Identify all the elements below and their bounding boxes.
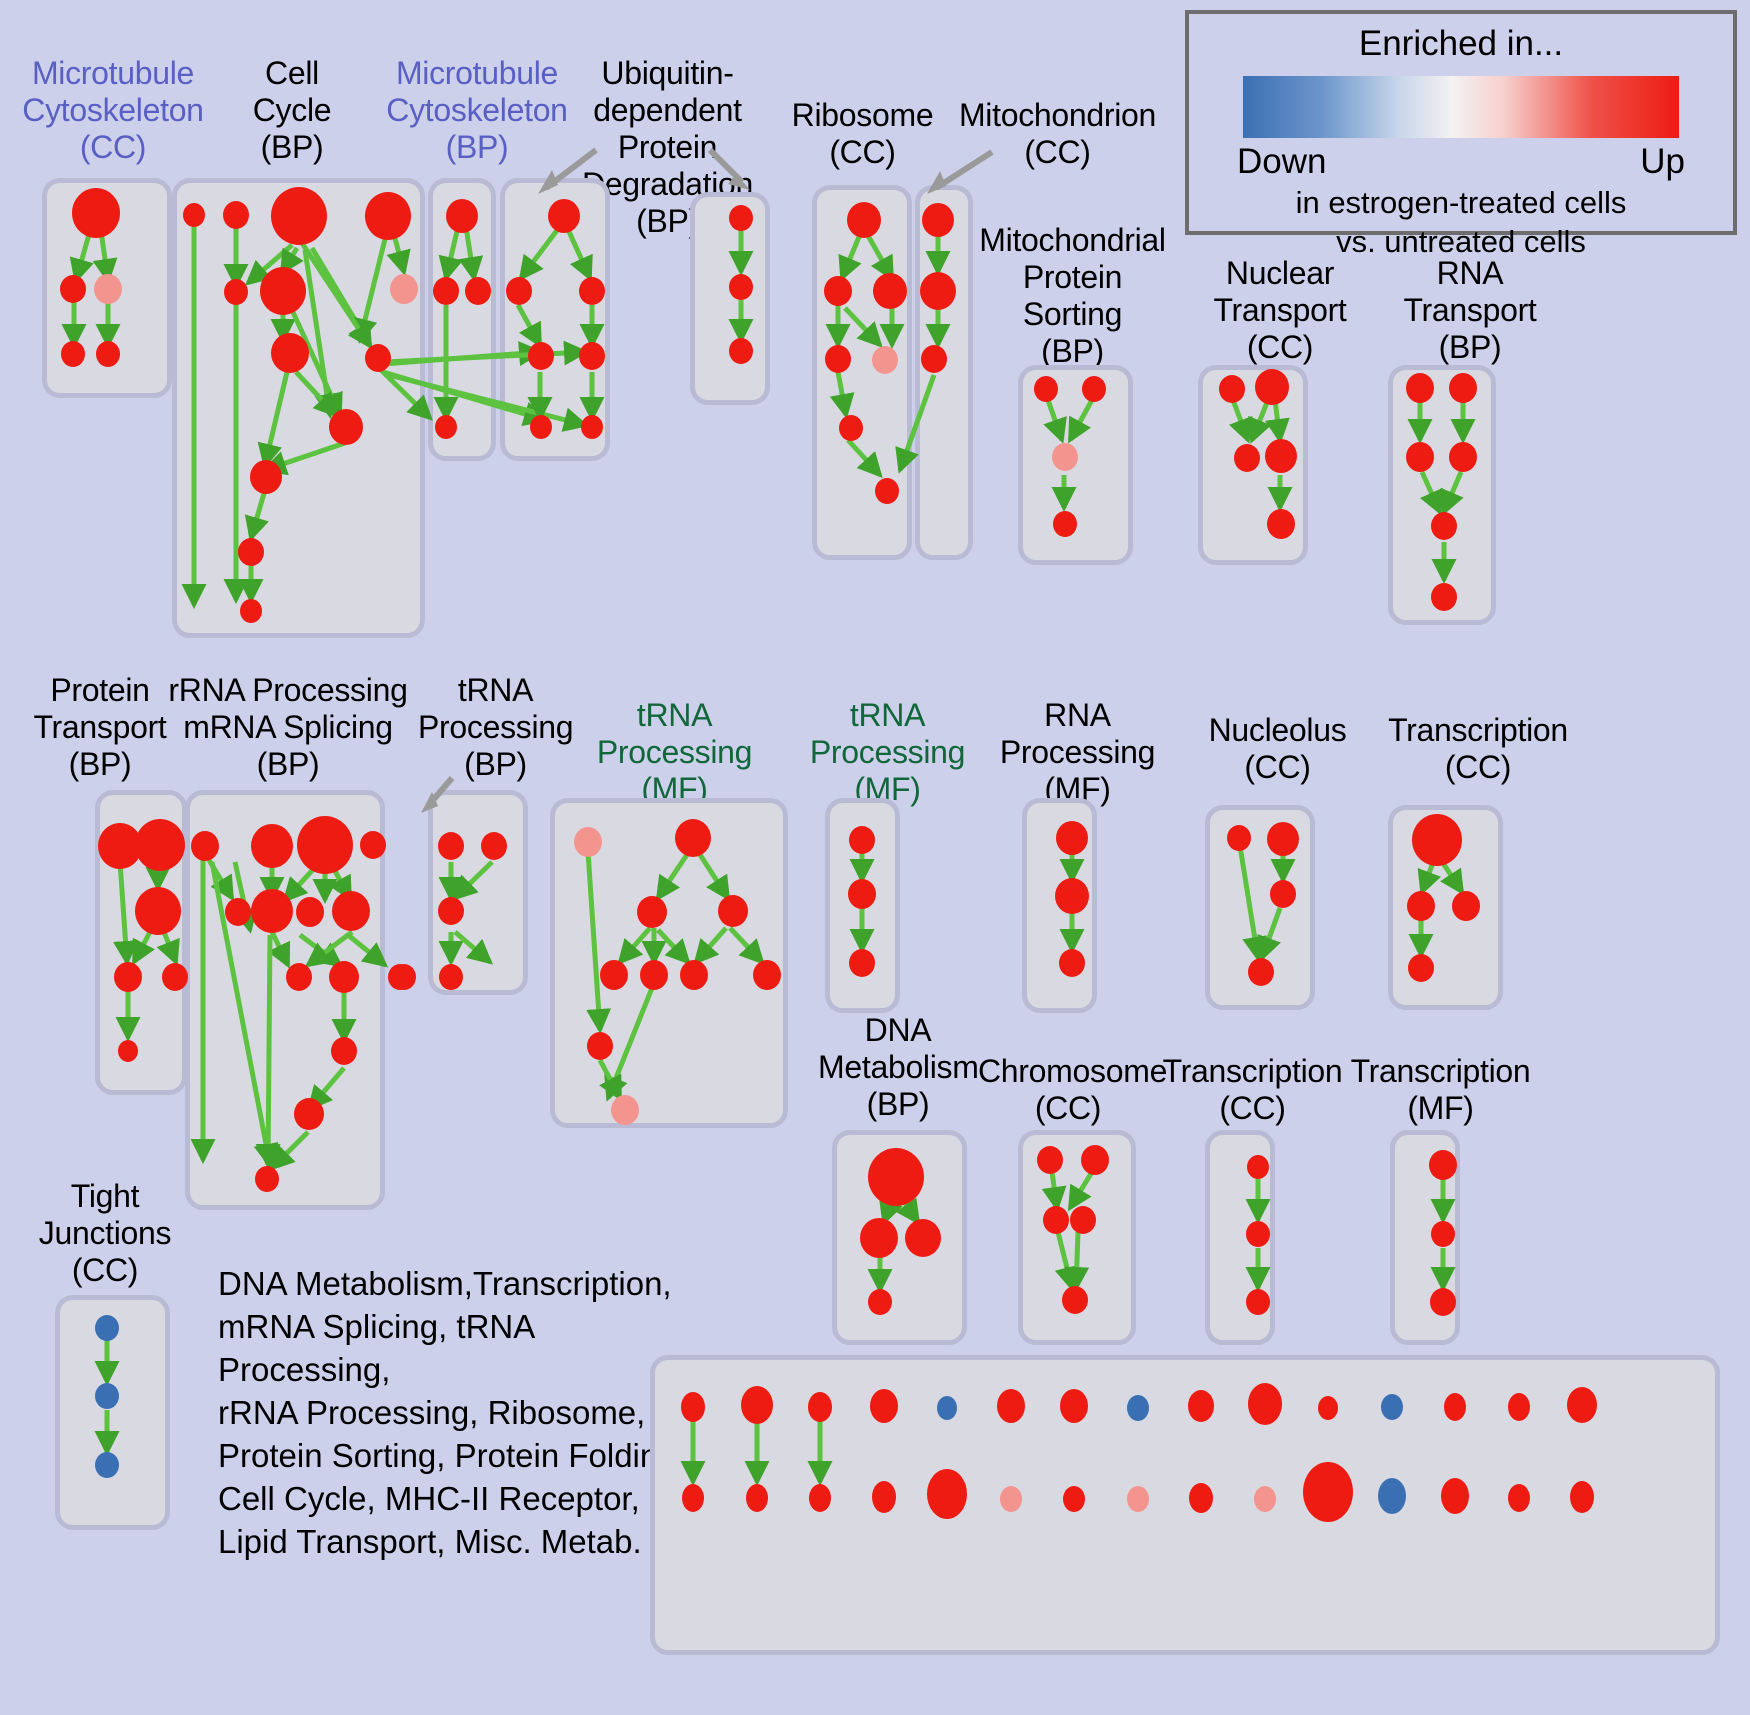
cluster-label-transcription-mf: Transcription (MF) [1350,1053,1531,1126]
panel-mitochondrial-protein-sorting-bp [1018,365,1133,565]
legend-up-label: Up [1640,142,1685,181]
cluster-label-trna-processing-mf-large: tRNA Processing (MF) [596,697,753,807]
panel-transcription-cc-bottom [1205,1130,1275,1345]
cluster-label-chromosome-cc: Chromosome (CC) [978,1053,1168,1126]
legend-down-label: Down [1237,142,1327,181]
legend-sub-line1: in estrogen-treated cells [1295,185,1627,220]
singletons-caption: DNA Metabolism,Transcription, mRNA Splic… [218,1265,686,1560]
panel-rrna-processing-mrna-splicing-bp [185,790,385,1210]
cluster-label-ribosome-cc: Ribosome (CC) [791,97,934,170]
panel-trna-processing-mf-small [825,798,900,1013]
legend-title: Enriched in... [1358,24,1564,63]
panel-ubiquitin-small-bp [690,192,770,405]
panel-nuclear-transport-cc [1198,365,1308,565]
panel-ribosome-cc [812,185,912,560]
legend-box: Enriched in... Down Up in estrogen-treat… [1185,10,1737,259]
cluster-label-transcription-cc-bottom: Transcription (CC) [1162,1053,1343,1126]
cluster-label-rna-transport-bp: RNA Transport (BP) [1403,255,1537,365]
panel-singletons [650,1355,1720,1655]
panel-cell-cycle-bp [172,178,425,638]
panel-dna-metabolism-bp [832,1130,967,1345]
cluster-label-dna-metabolism-bp: DNA Metabolism (BP) [818,1012,979,1122]
legend-colorbar [1243,76,1679,138]
cluster-label-protein-transport-bp: Protein Transport (BP) [33,672,167,782]
panel-chromosome-cc [1018,1130,1136,1345]
cluster-label-trna-processing-mf-small: tRNA Processing (MF) [809,697,966,807]
panel-tight-junctions-cc [55,1295,170,1530]
panel-transcription-mf [1390,1130,1460,1345]
cluster-label-nuclear-transport-cc: Nuclear Transport (CC) [1213,255,1347,365]
cluster-label-cell-cycle-bp: Cell Cycle (BP) [252,55,332,165]
panel-nucleolus-cc [1205,805,1315,1010]
cluster-label-microtubule-cytoskeleton-cc: Microtubule Cytoskeleton (CC) [22,55,204,165]
panel-protein-transport-bp [95,790,187,1095]
panel-rna-processing-mf [1022,798,1097,1013]
panel-trna-processing-bp [428,790,528,995]
panel-ubiquitin-dependent-protein-degradation-bp [500,178,610,461]
cluster-label-nucleolus-cc: Nucleolus (CC) [1208,712,1347,785]
panel-mitochondrion-cc [915,185,973,560]
cluster-label-rna-processing-mf: RNA Processing (MF) [999,697,1156,807]
cluster-label-microtubule-cytoskeleton-bp: Microtubule Cytoskeleton (BP) [386,55,568,165]
cluster-label-mitochondrial-protein-sorting-bp: Mitochondrial Protein Sorting (BP) [979,222,1166,369]
panel-trna-processing-mf-large [550,798,788,1128]
cluster-label-tight-junctions-cc: Tight Junctions (CC) [38,1178,172,1288]
panel-microtubule-cytoskeleton-cc [42,178,172,398]
cluster-label-transcription-cc-top: Transcription (CC) [1388,712,1568,785]
panel-microtubule-cytoskeleton-bp [428,178,496,461]
panel-transcription-cc-top [1388,805,1503,1010]
cluster-label-trna-processing-bp: tRNA Processing (BP) [418,672,574,782]
panel-rna-transport-bp [1388,365,1496,625]
cluster-label-rrna-processing-mrna-splicing-bp: rRNA Processing mRNA Splicing (BP) [168,672,408,782]
cluster-label-mitochondrion-cc: Mitochondrion (CC) [958,97,1157,170]
legend-sub-line2: vs. untreated cells [1336,224,1586,259]
